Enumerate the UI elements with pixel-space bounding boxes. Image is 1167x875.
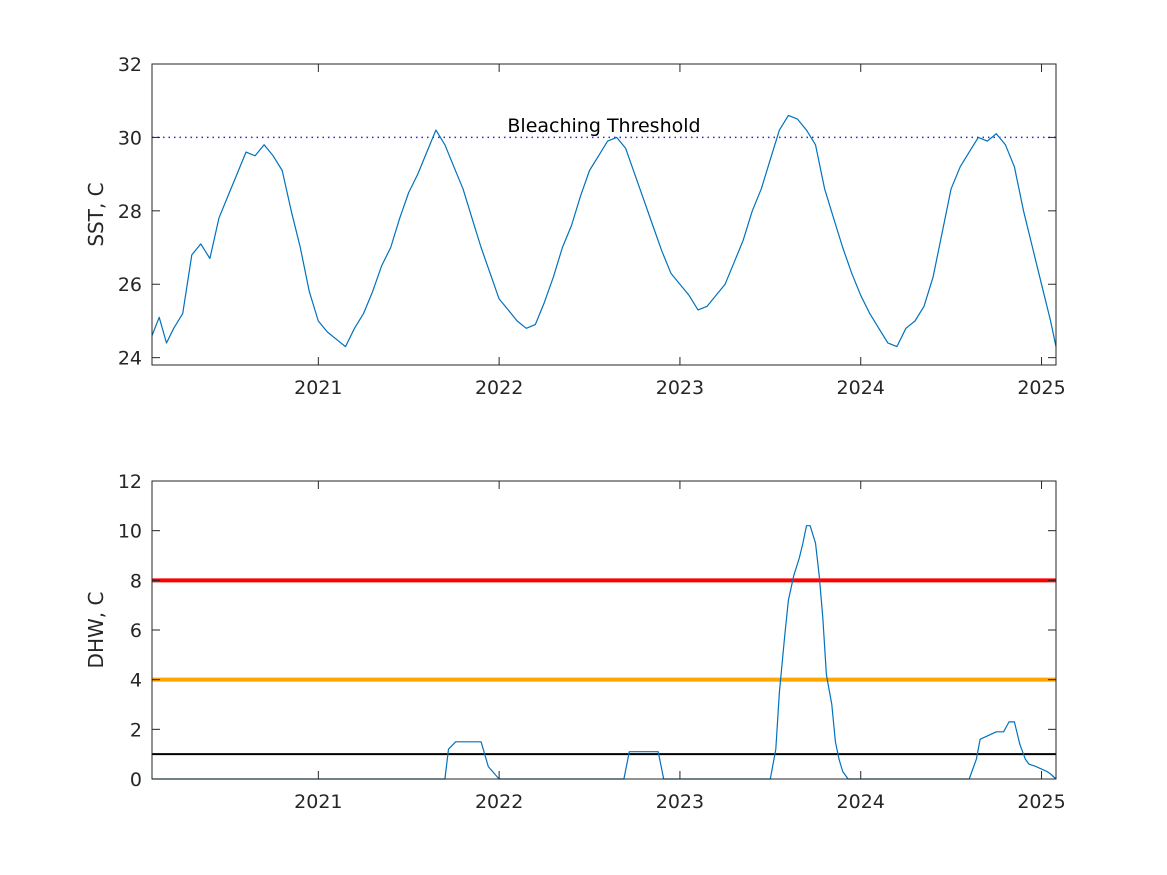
x-tick-label: 2022 <box>475 377 523 399</box>
y-axis-label: DHW, C <box>84 592 108 669</box>
x-tick-label: 2023 <box>656 377 704 399</box>
series-line-0 <box>152 525 1057 780</box>
y-tick-label: 30 <box>118 127 142 149</box>
dhw-subplot: 2021 2022 2023 2024 2025 0 2 4 6 8 10 12 DHW, C <box>84 471 1066 813</box>
x-tick-label: 2021 <box>294 377 342 399</box>
series-line-0 <box>151 114 1057 348</box>
x-tick-label: 2023 <box>656 791 704 813</box>
x-tick-label: 2024 <box>837 791 885 813</box>
y-tick-label: 2 <box>130 719 142 741</box>
y-tick-label: 26 <box>118 274 142 296</box>
bleaching-threshold-annotation: Bleaching Threshold <box>507 115 700 137</box>
axes-box <box>151 480 1057 780</box>
y-tick-label: 4 <box>130 670 142 692</box>
x-tick-label: 2022 <box>475 791 523 813</box>
x-tick-label: 2021 <box>294 791 342 813</box>
axes-box <box>151 63 1057 366</box>
y-tick-label: 8 <box>130 570 142 592</box>
y-axis-label: SST, C <box>84 182 108 246</box>
x-tick-label: 2025 <box>1017 791 1065 813</box>
y-tick-label: 0 <box>130 769 142 791</box>
x-tick-label: 2024 <box>837 377 885 399</box>
y-tick-label: 28 <box>118 201 142 223</box>
y-tick-label: 32 <box>118 54 142 76</box>
sst-subplot: 2021 2022 2023 2024 2025 24 26 28 30 32 SST, C Blea… <box>84 54 1066 399</box>
y-tick-label: 24 <box>118 348 142 370</box>
x-tick-label: 2025 <box>1017 377 1065 399</box>
y-tick-label: 12 <box>118 471 142 493</box>
y-tick-label: 6 <box>130 620 142 642</box>
y-tick-label: 10 <box>118 521 142 543</box>
